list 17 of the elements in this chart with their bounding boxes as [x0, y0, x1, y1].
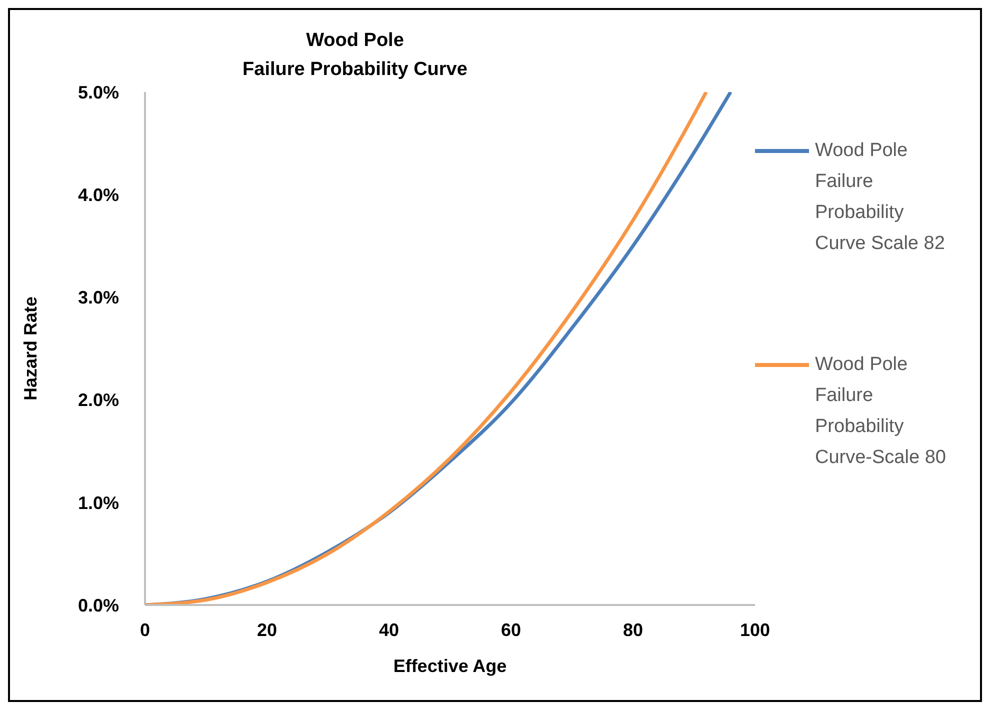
y-tick-label: 3.0% [78, 288, 119, 308]
y-tick-label: 0.0% [78, 595, 119, 616]
x-tick-label: 60 [500, 620, 522, 640]
y-tick-label: 5.0% [78, 82, 119, 102]
legend-label: Wood Pole Failure Probability Curve Scale 82 [815, 139, 946, 256]
x-tick-label: 80 [622, 620, 644, 640]
x-tick-label: 100 [740, 620, 770, 640]
y-tick-label: 2.0% [78, 390, 119, 410]
y-axis-title: Hazard Rate [20, 296, 40, 401]
x-tick-label: 0 [140, 620, 150, 640]
chart-title: Wood Pole Failure Probability Curve [242, 29, 468, 82]
legend-label: Wood Pole Failure Probability Curve-Scale 80 [815, 353, 947, 470]
x-tick-label: 40 [378, 620, 400, 640]
x-tick-label: 20 [256, 620, 278, 640]
y-tick-label: 1.0% [78, 492, 119, 513]
x-axis-title: Effective Age [393, 656, 507, 676]
y-tick-label: 4.0% [78, 184, 119, 205]
